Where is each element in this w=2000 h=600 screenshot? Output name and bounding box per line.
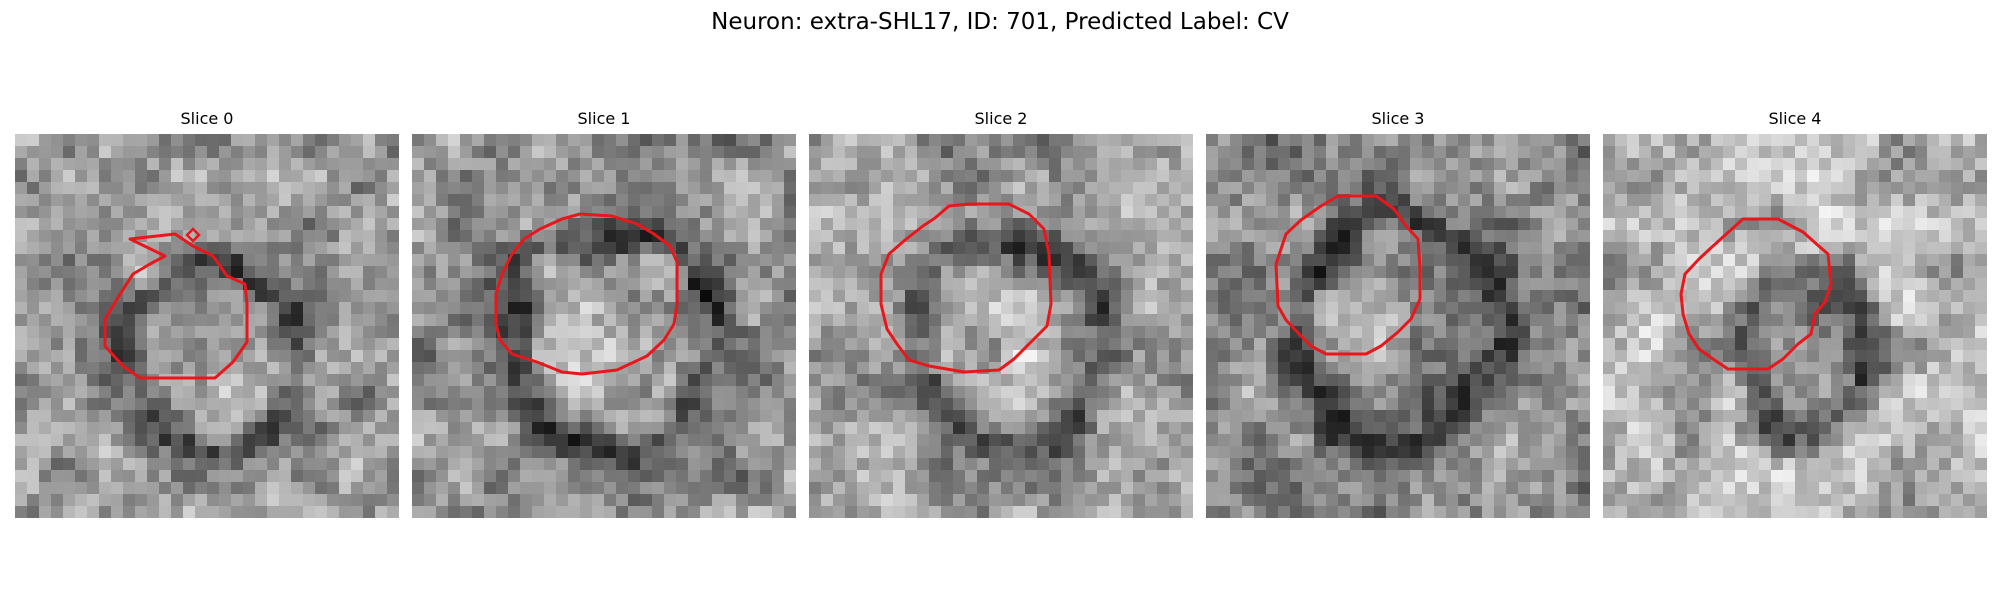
segmentation-contour — [494, 212, 679, 376]
slice-image-2 — [809, 134, 1193, 518]
pixel-grid — [809, 134, 1193, 518]
slice-image-0 — [15, 134, 399, 518]
slice-title-0: Slice 0 — [180, 109, 234, 128]
pixel-grid — [1206, 134, 1590, 518]
figure-title: Neuron: extra-SHL17, ID: 701, Predicted … — [711, 9, 1289, 35]
slice-image-4 — [1603, 134, 1987, 518]
segmentation-contour — [879, 202, 1053, 374]
slice-image-1 — [412, 134, 796, 518]
slice-title-3: Slice 3 — [1371, 109, 1425, 128]
segmentation-contour — [1274, 194, 1422, 356]
slice-image-3 — [1206, 134, 1590, 518]
segmentation-contour — [103, 232, 249, 380]
segmentation-contour — [1679, 217, 1833, 371]
slice-title-4: Slice 4 — [1768, 109, 1822, 128]
pixel-grid — [15, 134, 399, 518]
segmentation-fragment — [185, 227, 201, 243]
slice-title-1: Slice 1 — [577, 109, 631, 128]
pixel-grid — [412, 134, 796, 518]
pixel-grid — [1603, 134, 1987, 518]
slice-title-2: Slice 2 — [974, 109, 1028, 128]
